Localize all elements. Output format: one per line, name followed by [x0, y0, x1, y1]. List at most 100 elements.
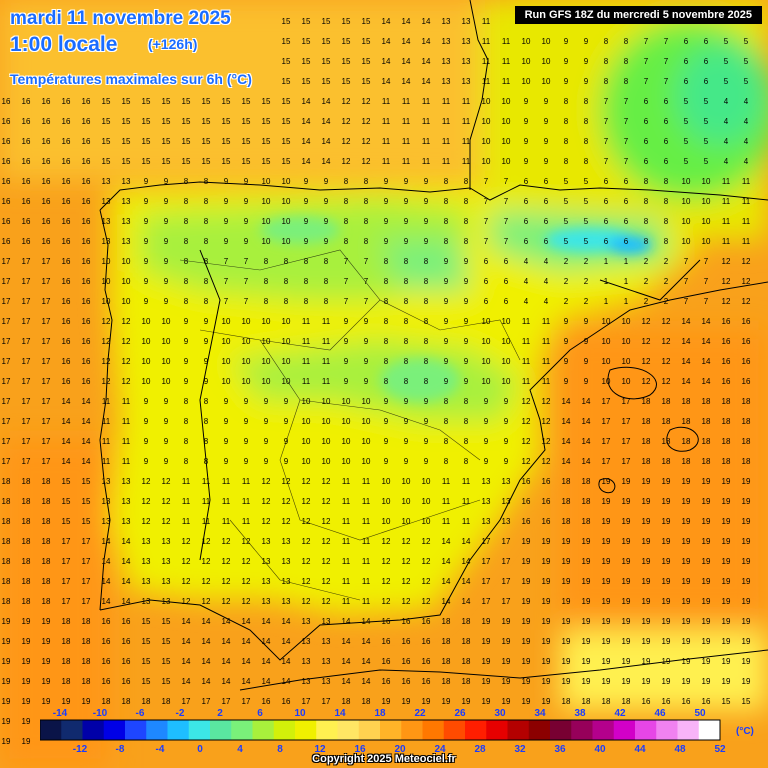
temperature-value: 18 [742, 397, 751, 406]
temperature-value: 17 [182, 697, 191, 706]
temperature-value: 4 [524, 277, 529, 286]
temperature-value: 6 [664, 137, 669, 146]
temperature-value: 8 [284, 277, 289, 286]
temperature-value: 17 [2, 457, 11, 466]
legend-swatch [443, 720, 466, 740]
temperature-value: 14 [242, 617, 251, 626]
temperature-value: 10 [542, 37, 551, 46]
temperature-value: 8 [184, 177, 189, 186]
temperature-value: 16 [402, 677, 411, 686]
temperature-value: 14 [62, 417, 71, 426]
temperature-value: 7 [484, 177, 489, 186]
temperature-value: 8 [284, 257, 289, 266]
temperature-value: 13 [302, 617, 311, 626]
temperature-value: 8 [344, 197, 349, 206]
temperature-value: 15 [282, 97, 291, 106]
temperature-value: 9 [364, 357, 369, 366]
temperature-value: 19 [722, 497, 731, 506]
temperature-value: 14 [322, 157, 331, 166]
temperature-value: 15 [322, 77, 331, 86]
temperature-value: 19 [682, 617, 691, 626]
temperature-value: 9 [444, 257, 449, 266]
temperature-value: 10 [262, 217, 271, 226]
temperature-value: 17 [22, 337, 31, 346]
temperature-value: 14 [382, 77, 391, 86]
temperature-value: 7 [644, 57, 649, 66]
temperature-value: 12 [282, 497, 291, 506]
temperature-value: 9 [444, 357, 449, 366]
temperature-value: 15 [142, 137, 151, 146]
temperature-value: 14 [302, 137, 311, 146]
temperature-value: 16 [22, 197, 31, 206]
temperature-value: 7 [704, 277, 709, 286]
temperature-value: 19 [662, 657, 671, 666]
temperature-value: 14 [462, 557, 471, 566]
temperature-value: 7 [604, 117, 609, 126]
temperature-value: 10 [322, 417, 331, 426]
temperature-value: 7 [224, 257, 229, 266]
temperature-value: 12 [162, 497, 171, 506]
temperature-value: 18 [42, 477, 51, 486]
temperature-value: 9 [364, 377, 369, 386]
temperature-value: 8 [204, 417, 209, 426]
temperature-value: 10 [322, 437, 331, 446]
temperature-value: 18 [42, 577, 51, 586]
legend-tick-label-bottom: 36 [554, 744, 566, 755]
temperature-value: 8 [444, 237, 449, 246]
temperature-value: 12 [282, 477, 291, 486]
temperature-value: 14 [182, 657, 191, 666]
temperature-value: 4 [724, 117, 729, 126]
temperature-value: 14 [462, 597, 471, 606]
temperature-value: 10 [122, 277, 131, 286]
legend-tick-label-bottom: 44 [634, 744, 646, 755]
temperature-value: 19 [2, 717, 11, 726]
temperature-value: 13 [302, 677, 311, 686]
temperature-value: 10 [322, 457, 331, 466]
temperature-value: 19 [702, 577, 711, 586]
temperature-value: 14 [562, 437, 571, 446]
temperature-value: 16 [2, 117, 11, 126]
temperature-value: 11 [482, 37, 491, 46]
temperature-value: 19 [702, 497, 711, 506]
temperature-value: 9 [444, 377, 449, 386]
temperature-value: 11 [442, 517, 451, 526]
temperature-value: 18 [22, 557, 31, 566]
temperature-value: 19 [562, 637, 571, 646]
temperature-value: 9 [564, 77, 569, 86]
temperature-value: 8 [384, 277, 389, 286]
temperature-value: 12 [222, 557, 231, 566]
temperature-value: 8 [304, 257, 309, 266]
legend-swatch [188, 720, 211, 740]
temperature-value: 6 [664, 97, 669, 106]
temperature-value: 9 [284, 397, 289, 406]
temperature-value: 10 [282, 337, 291, 346]
temperature-value: 14 [702, 357, 711, 366]
temperature-value: 19 [602, 497, 611, 506]
temperature-value: 19 [682, 557, 691, 566]
temperature-value: 8 [644, 177, 649, 186]
legend-tick-label-top: 10 [294, 708, 306, 719]
temperature-value: 11 [122, 417, 131, 426]
temperature-value: 13 [102, 477, 111, 486]
legend-tick-label-top: -2 [176, 708, 185, 719]
temperature-value: 7 [684, 297, 689, 306]
temperature-value: 9 [244, 217, 249, 226]
temperature-value: 8 [404, 317, 409, 326]
temperature-value: 9 [344, 357, 349, 366]
temperature-value: 14 [222, 617, 231, 626]
temperature-value: 6 [644, 157, 649, 166]
temperature-value: 9 [144, 397, 149, 406]
temperature-value: 19 [742, 657, 751, 666]
temperature-value: 18 [22, 517, 31, 526]
temperature-value: 5 [564, 197, 569, 206]
temperature-value: 9 [244, 397, 249, 406]
temperature-value: 8 [404, 277, 409, 286]
temperature-value: 15 [122, 97, 131, 106]
legend-swatch [167, 720, 190, 740]
legend-swatch [231, 720, 253, 740]
temperature-value: 9 [224, 177, 229, 186]
temperature-value: 10 [482, 337, 491, 346]
temperature-value: 9 [164, 257, 169, 266]
temperature-value: 9 [424, 437, 429, 446]
temperature-value: 11 [462, 157, 471, 166]
